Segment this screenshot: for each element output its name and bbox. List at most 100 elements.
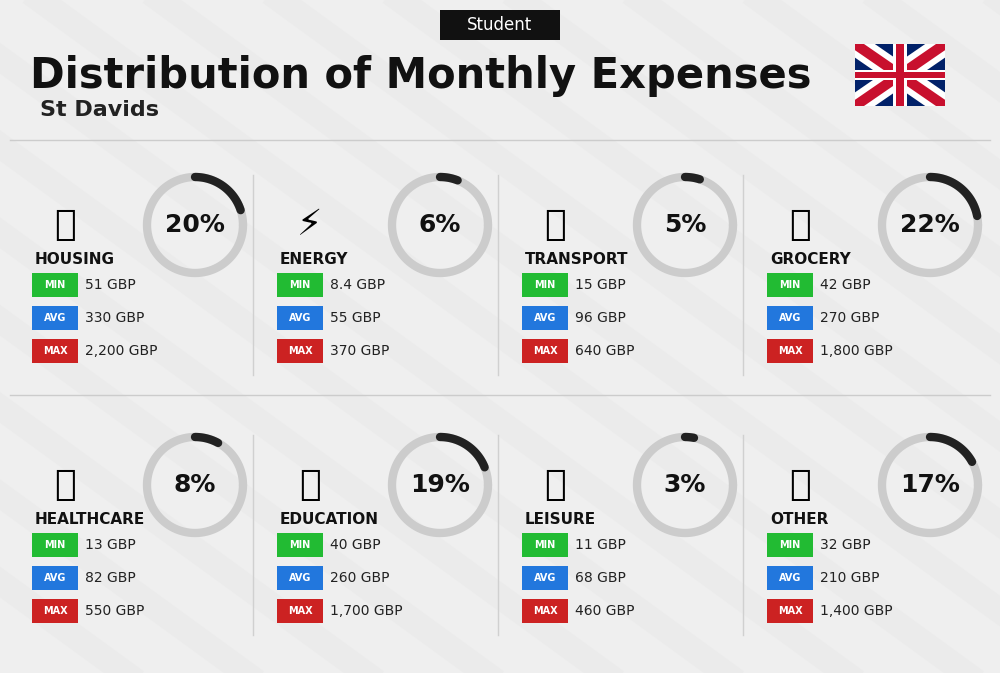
Text: 51 GBP: 51 GBP <box>85 278 136 292</box>
FancyBboxPatch shape <box>440 10 560 40</box>
Text: GROCERY: GROCERY <box>770 252 851 267</box>
FancyBboxPatch shape <box>522 566 568 590</box>
FancyBboxPatch shape <box>32 599 78 623</box>
Polygon shape <box>855 44 945 106</box>
Text: 96 GBP: 96 GBP <box>575 311 626 325</box>
Text: 1,800 GBP: 1,800 GBP <box>820 344 893 358</box>
Text: MAX: MAX <box>778 606 802 616</box>
Text: MIN: MIN <box>44 280 66 290</box>
FancyBboxPatch shape <box>32 533 78 557</box>
Text: 32 GBP: 32 GBP <box>820 538 871 552</box>
FancyBboxPatch shape <box>893 44 907 106</box>
Text: Student: Student <box>467 16 533 34</box>
Text: 🚌: 🚌 <box>544 208 566 242</box>
Text: TRANSPORT: TRANSPORT <box>525 252 629 267</box>
Text: MIN: MIN <box>779 540 801 550</box>
Text: MIN: MIN <box>289 540 311 550</box>
Text: 🎓: 🎓 <box>299 468 321 502</box>
Text: MAX: MAX <box>778 346 802 356</box>
Text: EDUCATION: EDUCATION <box>280 513 379 528</box>
FancyBboxPatch shape <box>32 273 78 297</box>
Text: 3%: 3% <box>664 473 706 497</box>
Text: 22%: 22% <box>900 213 960 237</box>
Text: Distribution of Monthly Expenses: Distribution of Monthly Expenses <box>30 55 812 97</box>
Text: 15 GBP: 15 GBP <box>575 278 626 292</box>
Text: MIN: MIN <box>44 540 66 550</box>
Text: MAX: MAX <box>533 606 557 616</box>
Text: MAX: MAX <box>288 606 312 616</box>
FancyBboxPatch shape <box>767 306 813 330</box>
Text: AVG: AVG <box>779 313 801 323</box>
Text: 🛒: 🛒 <box>789 208 811 242</box>
Text: 💰: 💰 <box>789 468 811 502</box>
FancyBboxPatch shape <box>522 339 568 363</box>
Text: 🛍: 🛍 <box>544 468 566 502</box>
FancyBboxPatch shape <box>767 599 813 623</box>
Text: 11 GBP: 11 GBP <box>575 538 626 552</box>
Text: 🏥: 🏥 <box>54 468 76 502</box>
FancyBboxPatch shape <box>277 339 323 363</box>
Text: 5%: 5% <box>664 213 706 237</box>
Text: MAX: MAX <box>288 346 312 356</box>
Text: 260 GBP: 260 GBP <box>330 571 390 585</box>
Text: 8%: 8% <box>174 473 216 497</box>
FancyBboxPatch shape <box>32 566 78 590</box>
Text: ENERGY: ENERGY <box>280 252 349 267</box>
Text: 82 GBP: 82 GBP <box>85 571 136 585</box>
Text: MAX: MAX <box>43 606 67 616</box>
Text: 13 GBP: 13 GBP <box>85 538 136 552</box>
FancyBboxPatch shape <box>855 44 945 106</box>
Text: 550 GBP: 550 GBP <box>85 604 144 618</box>
Text: OTHER: OTHER <box>770 513 828 528</box>
Text: 270 GBP: 270 GBP <box>820 311 879 325</box>
Text: 2,200 GBP: 2,200 GBP <box>85 344 158 358</box>
Text: 40 GBP: 40 GBP <box>330 538 381 552</box>
Text: AVG: AVG <box>289 573 311 583</box>
Text: 🏢: 🏢 <box>54 208 76 242</box>
Text: MIN: MIN <box>534 280 556 290</box>
FancyBboxPatch shape <box>855 70 945 80</box>
FancyBboxPatch shape <box>767 273 813 297</box>
FancyBboxPatch shape <box>32 339 78 363</box>
Text: MAX: MAX <box>43 346 67 356</box>
Polygon shape <box>855 44 945 106</box>
Text: HOUSING: HOUSING <box>35 252 115 267</box>
Text: 640 GBP: 640 GBP <box>575 344 635 358</box>
FancyBboxPatch shape <box>767 566 813 590</box>
Text: 19%: 19% <box>410 473 470 497</box>
Text: AVG: AVG <box>534 313 556 323</box>
Text: 210 GBP: 210 GBP <box>820 571 880 585</box>
FancyBboxPatch shape <box>767 533 813 557</box>
Text: 42 GBP: 42 GBP <box>820 278 871 292</box>
FancyBboxPatch shape <box>522 273 568 297</box>
Text: MIN: MIN <box>289 280 311 290</box>
Polygon shape <box>855 44 945 106</box>
Text: AVG: AVG <box>779 573 801 583</box>
FancyBboxPatch shape <box>896 44 904 106</box>
FancyBboxPatch shape <box>32 306 78 330</box>
FancyBboxPatch shape <box>277 566 323 590</box>
Polygon shape <box>855 44 945 106</box>
Text: 1,700 GBP: 1,700 GBP <box>330 604 403 618</box>
FancyBboxPatch shape <box>277 306 323 330</box>
FancyBboxPatch shape <box>767 339 813 363</box>
FancyBboxPatch shape <box>277 533 323 557</box>
FancyBboxPatch shape <box>855 72 945 78</box>
Text: 55 GBP: 55 GBP <box>330 311 381 325</box>
Text: 6%: 6% <box>419 213 461 237</box>
Text: LEISURE: LEISURE <box>525 513 596 528</box>
FancyBboxPatch shape <box>277 599 323 623</box>
Text: 1,400 GBP: 1,400 GBP <box>820 604 893 618</box>
Text: 68 GBP: 68 GBP <box>575 571 626 585</box>
Text: AVG: AVG <box>534 573 556 583</box>
Text: AVG: AVG <box>44 573 66 583</box>
Text: St Davids: St Davids <box>40 100 159 120</box>
Text: MAX: MAX <box>533 346 557 356</box>
Text: 460 GBP: 460 GBP <box>575 604 635 618</box>
Text: ⚡: ⚡ <box>297 208 323 242</box>
Text: 17%: 17% <box>900 473 960 497</box>
Text: MIN: MIN <box>534 540 556 550</box>
Text: AVG: AVG <box>44 313 66 323</box>
Text: HEALTHCARE: HEALTHCARE <box>35 513 145 528</box>
Text: 20%: 20% <box>165 213 225 237</box>
